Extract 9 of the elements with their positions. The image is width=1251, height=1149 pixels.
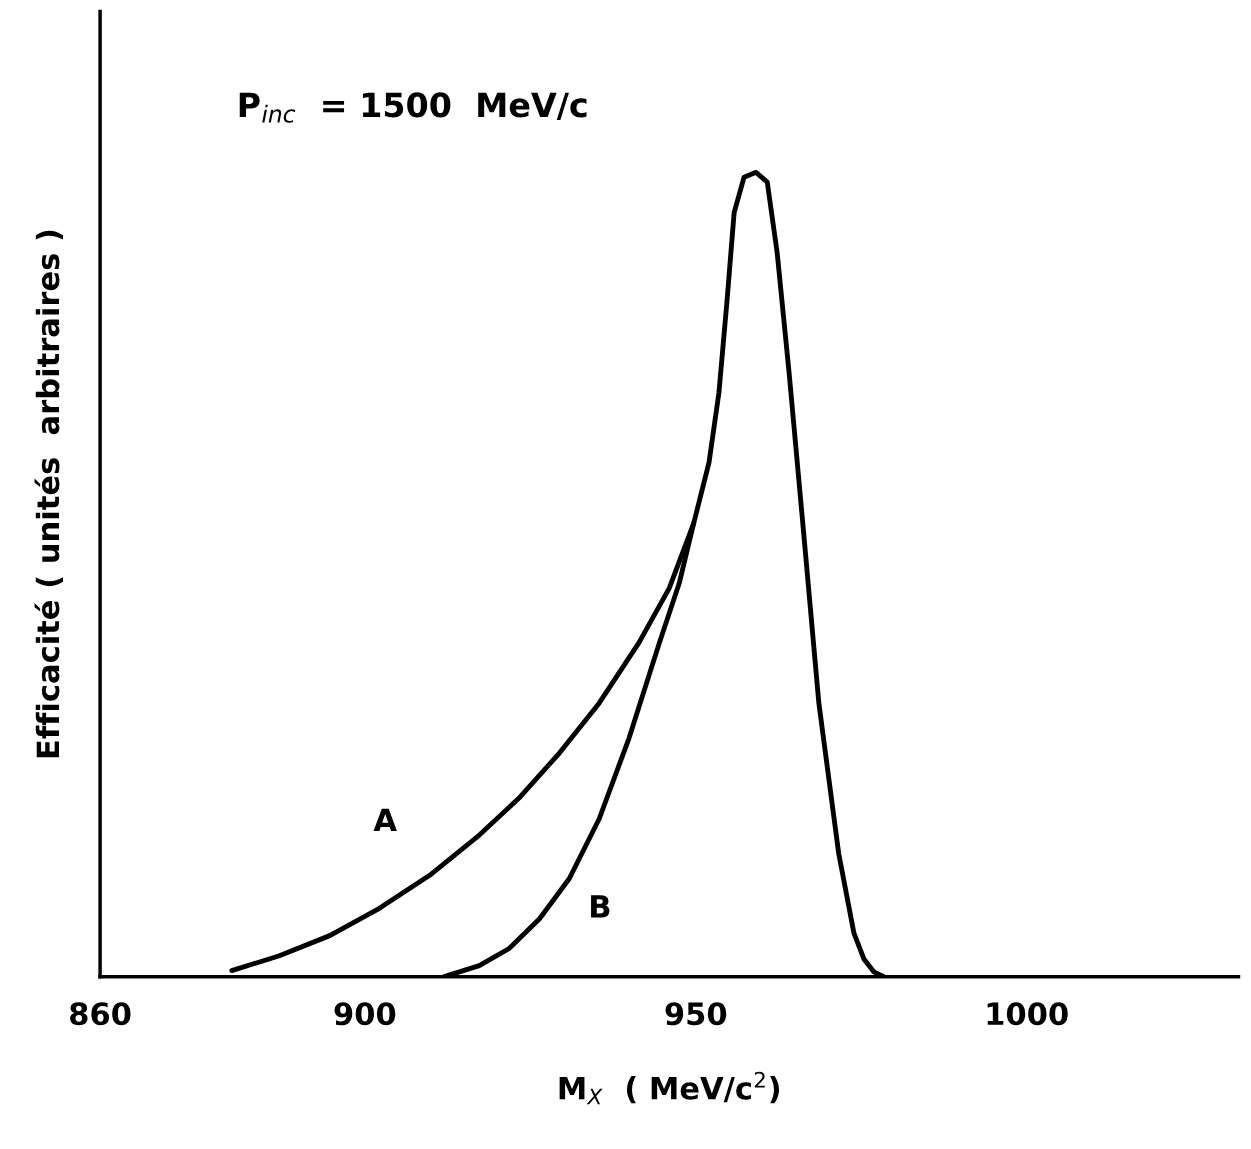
text: P$_{inc}$ = 1500 MeV/c [239, 92, 587, 123]
x-tick-label: 950 [665, 1002, 727, 1026]
x-axis-title: M$_{X}$ ( MeV/c$^{2}$) [559, 1071, 780, 1105]
series-label: A [373, 808, 397, 831]
y-axis-title: Efficacité ( unités arbitraires ) [34, 230, 64, 758]
x-tick-label: 860 [70, 1002, 131, 1026]
series-label: B [591, 895, 610, 918]
x-tick-label: 1000 [987, 1002, 1068, 1026]
x-tick-label: 900 [334, 1002, 396, 1026]
